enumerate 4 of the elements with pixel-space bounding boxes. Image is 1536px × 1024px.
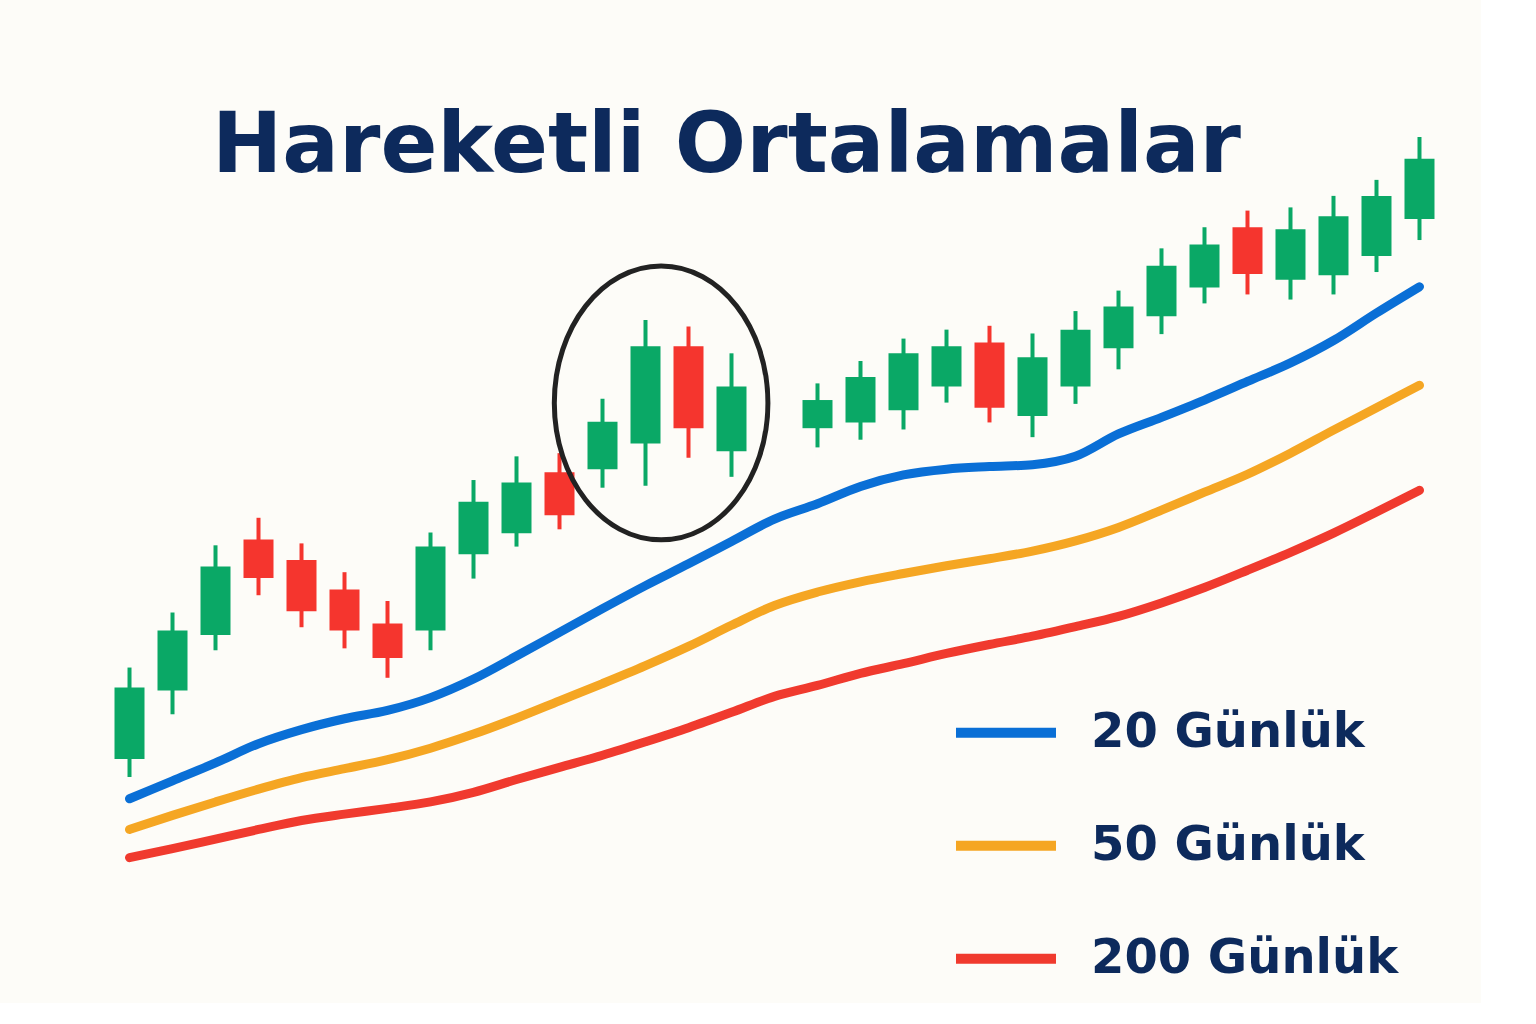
chart-title: Hareketli Ortalamalar — [211, 94, 1242, 192]
legend-label: 50 Günlük — [1090, 814, 1366, 871]
legend-label: 200 Günlük — [1090, 927, 1400, 984]
legend-label: 20 Günlük — [1090, 701, 1366, 758]
